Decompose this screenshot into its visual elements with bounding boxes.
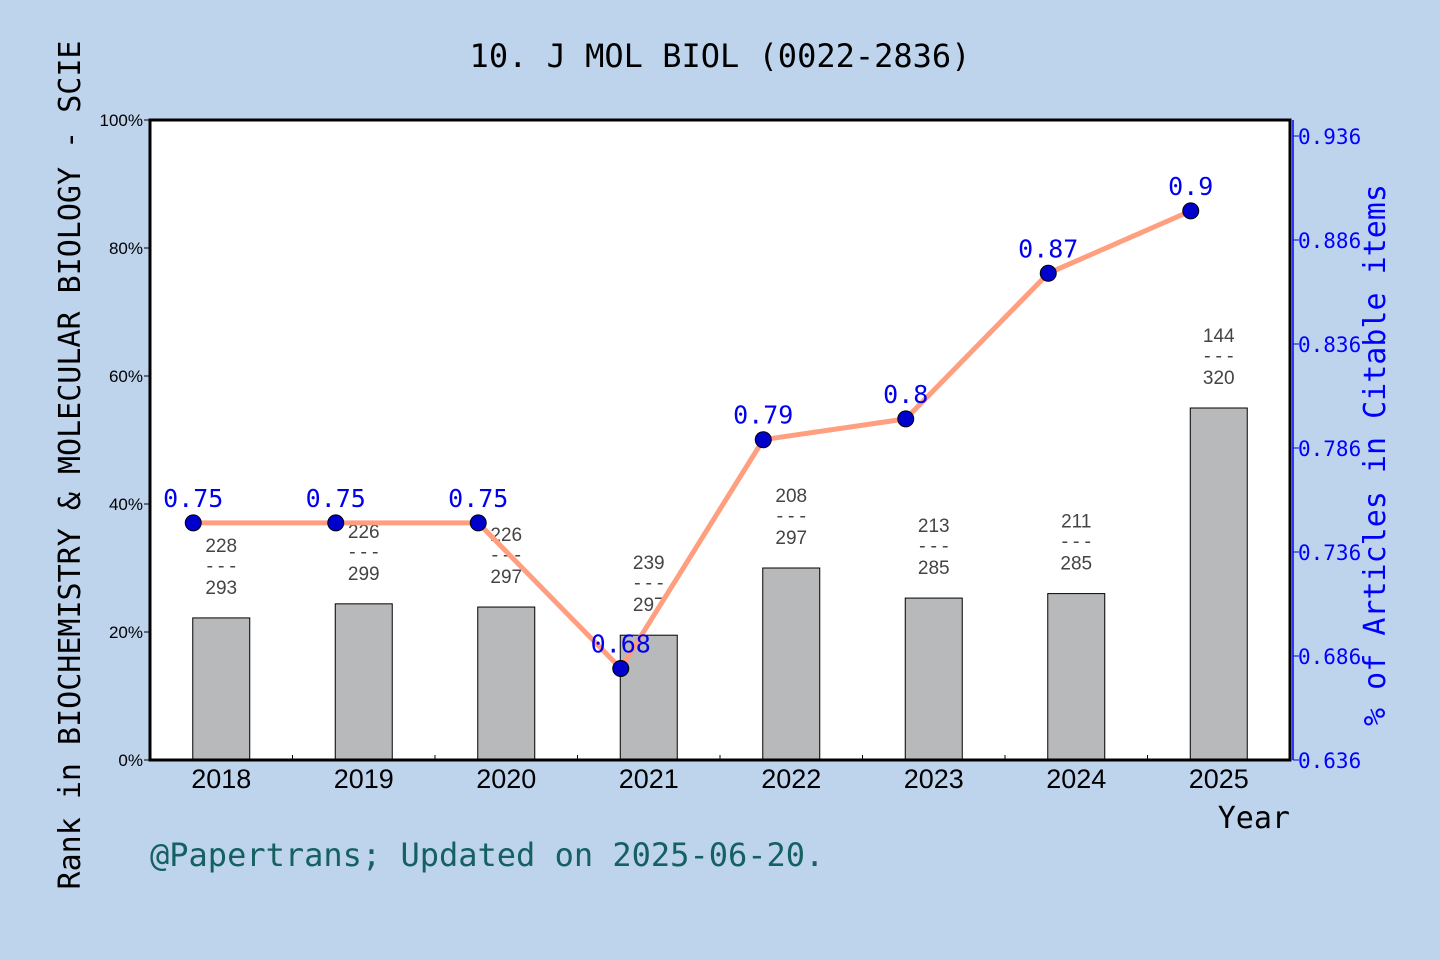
plot-area — [150, 120, 1290, 760]
y2-tick-label: 0.686 — [1298, 645, 1361, 669]
x-tick-label: 2018 — [191, 764, 251, 794]
x-tick-label: 2022 — [761, 764, 821, 794]
rank-label: 211 — [1061, 512, 1091, 533]
line-value-label: 0.68 — [591, 629, 651, 658]
bar-2020 — [477, 606, 536, 761]
x-tick-label: 2021 — [619, 764, 679, 794]
x-axis-label: Year — [1218, 801, 1290, 836]
rank-separator: --- — [1059, 531, 1093, 553]
line-point-2022 — [754, 431, 772, 449]
total-label: 285 — [1060, 554, 1092, 575]
rank-separator: --- — [632, 572, 666, 594]
bar-2019 — [334, 603, 393, 761]
total-label: 297 — [775, 528, 807, 549]
y2-tick-label: 0.736 — [1298, 541, 1361, 565]
total-label: 299 — [348, 564, 380, 585]
chart-title: 10. J MOL BIOL (0022-2836) — [470, 37, 971, 75]
bar-2022 — [762, 567, 821, 761]
total-label: 320 — [1203, 368, 1235, 389]
total-label: 297 — [490, 567, 522, 588]
line-point-2023 — [897, 410, 915, 428]
rank-label: 144 — [1203, 326, 1235, 347]
y-axis-label: Rank in BIOCHEMISTRY & MOLECULAR BIOLOGY… — [53, 41, 88, 890]
total-label: 285 — [918, 558, 950, 579]
y-tick-label: 100% — [100, 111, 143, 130]
rank-separator: --- — [917, 535, 951, 557]
line-point-2019 — [327, 514, 345, 532]
footer-note: @Papertrans; Updated on 2025-06-20. — [150, 836, 824, 874]
line-value-label: 0.87 — [1018, 234, 1078, 263]
line-value-label: 0.79 — [733, 401, 793, 430]
line-value-label: 0.8 — [883, 380, 928, 409]
rank-label: 226 — [348, 522, 380, 543]
rank-label: 239 — [633, 553, 665, 574]
y2-tick-label: 0.886 — [1298, 229, 1361, 253]
bar-2024 — [1047, 593, 1106, 761]
rank-separator: --- — [1202, 345, 1236, 367]
rank-label: 228 — [205, 536, 237, 557]
bar-2025 — [1189, 407, 1248, 761]
y-tick-label: 60% — [109, 367, 143, 386]
line-point-2018 — [184, 514, 202, 532]
line-value-label: 0.75 — [163, 484, 223, 513]
y2-tick-label: 0.936 — [1298, 125, 1361, 149]
x-tick-label: 2020 — [476, 764, 536, 794]
rank-separator: --- — [204, 555, 238, 577]
line-point-2021 — [612, 659, 630, 677]
y-tick-label: 0% — [118, 751, 143, 770]
rank-label: 208 — [775, 486, 807, 507]
line-series — [193, 208, 1192, 671]
bar-2018 — [192, 617, 251, 761]
y-tick-label: 80% — [109, 239, 143, 258]
y-tick-label: 40% — [109, 495, 143, 514]
line-value-label: 0.75 — [448, 484, 508, 513]
x-tick-label: 2025 — [1189, 764, 1249, 794]
rank-separator: --- — [774, 505, 808, 527]
x-tick-label: 2024 — [1046, 764, 1106, 794]
rank-label: 213 — [918, 516, 950, 537]
y-tick-label: 20% — [109, 623, 143, 642]
bar-2023 — [904, 597, 963, 761]
rank-separator: --- — [347, 541, 381, 563]
y2-axis-label: % of Articles in Citable items — [1358, 184, 1393, 726]
x-tick-label: 2019 — [334, 764, 394, 794]
total-label: 293 — [205, 578, 237, 599]
y2-tick-label: 0.636 — [1298, 749, 1361, 773]
line-point-2025 — [1182, 202, 1200, 220]
line-point-2020 — [469, 514, 487, 532]
line-value-label: 0.75 — [306, 484, 366, 513]
x-tick-label: 2023 — [904, 764, 964, 794]
y2-tick-label: 0.786 — [1298, 437, 1361, 461]
line-value-label: 0.9 — [1168, 172, 1213, 201]
y2-tick-label: 0.836 — [1298, 333, 1361, 357]
line-point-2024 — [1039, 264, 1057, 282]
